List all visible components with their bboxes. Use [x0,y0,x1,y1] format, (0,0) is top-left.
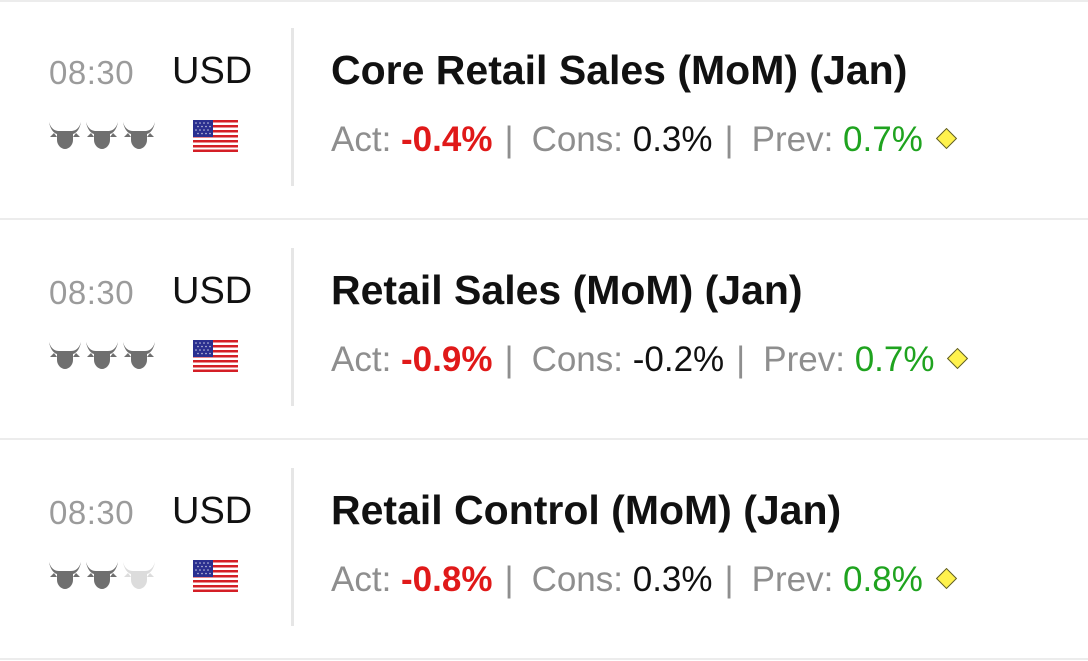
event-values: Act: -0.8% | Cons: 0.3% | Prev: 0.8% [331,560,957,600]
event-currency: USD [172,490,253,532]
event-row[interactable]: 08:30 USD Retail Sales (MoM) (J [0,220,1088,440]
previous-label: Prev: [751,120,834,159]
actual-label: Act: [331,120,392,159]
row-divider [0,438,1088,440]
bull-icon [49,122,81,149]
diamond-icon [947,347,969,370]
event-title[interactable]: Retail Control (MoM) (Jan) [331,487,842,533]
column-divider [291,28,294,186]
consensus-label: Cons: [531,120,623,159]
diamond-icon [935,567,957,590]
event-currency: USD [172,270,253,312]
importance-rating [46,118,157,152]
row-divider [0,658,1088,660]
previous-value: 0.8% [843,560,923,599]
importance-rating [46,558,157,592]
consensus-value: 0.3% [632,560,713,599]
event-title[interactable]: Core Retail Sales (MoM) (Jan) [331,47,908,93]
previous-value: 0.7% [854,340,935,379]
value-separator: | [724,120,734,159]
value-separator: | [724,560,734,599]
event-values: Act: -0.4% | Cons: 0.3% | Prev: 0.7% [331,120,957,160]
bull-icon [49,562,81,589]
consensus-label: Cons: [531,560,623,599]
value-separator: | [504,560,514,599]
previous-label: Prev: [751,560,834,599]
bull-icon [123,342,155,369]
bull-icon [86,342,118,369]
diamond-icon [935,127,957,150]
row-divider [0,218,1088,220]
consensus-value: -0.2% [632,340,725,379]
actual-value: -0.9% [401,340,493,379]
event-currency: USD [172,50,253,92]
previous-value: 0.7% [843,120,923,159]
us-flag-icon [193,340,238,372]
consensus-value: 0.3% [632,120,713,159]
actual-label: Act: [331,560,392,599]
value-separator: | [504,120,514,159]
column-divider [291,468,294,626]
previous-label: Prev: [763,340,845,379]
event-row[interactable]: 08:30 USD Retail Control (MoM) [0,440,1088,660]
actual-label: Act: [331,340,392,379]
value-separator: | [504,340,514,379]
bull-icon [86,122,118,149]
value-separator: | [736,340,746,379]
column-divider [291,248,294,406]
actual-value: -0.4% [401,120,493,159]
bull-icon [49,342,81,369]
bull-icon [123,562,155,589]
event-time: 08:30 [49,54,135,91]
bull-icon [86,562,118,589]
event-time: 08:30 [49,494,135,531]
actual-value: -0.8% [401,560,493,599]
event-time: 08:30 [49,274,135,311]
importance-rating [46,338,157,372]
event-row[interactable]: 08:30 USD Core Retail Sales (Mo [0,0,1088,220]
us-flag-icon [193,560,238,592]
consensus-label: Cons: [531,340,623,379]
top-divider [0,0,1088,2]
event-title[interactable]: Retail Sales (MoM) (Jan) [331,267,803,313]
event-values: Act: -0.9% | Cons: -0.2% | Prev: 0.7% [331,340,969,380]
bull-icon [123,122,155,149]
us-flag-icon [193,120,238,152]
